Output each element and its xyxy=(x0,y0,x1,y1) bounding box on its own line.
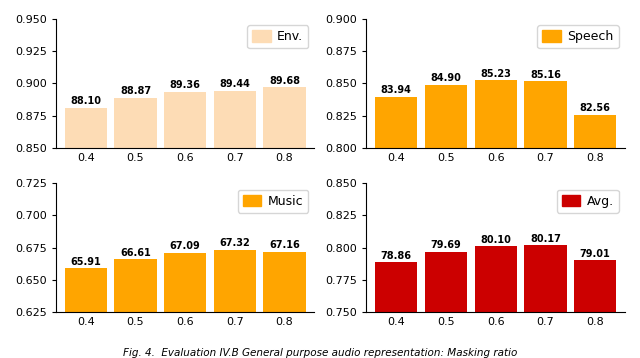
Text: 85.23: 85.23 xyxy=(480,69,511,79)
Bar xyxy=(214,250,256,358)
Bar xyxy=(264,252,306,358)
Text: 80.10: 80.10 xyxy=(480,235,511,245)
Bar xyxy=(65,268,107,358)
Text: 85.16: 85.16 xyxy=(530,70,561,80)
Legend: Speech: Speech xyxy=(538,25,619,48)
Text: 67.32: 67.32 xyxy=(220,238,250,248)
Text: 82.56: 82.56 xyxy=(580,103,611,113)
Text: 65.91: 65.91 xyxy=(70,257,101,267)
Bar xyxy=(375,262,417,358)
Text: 88.10: 88.10 xyxy=(70,96,101,106)
Bar xyxy=(164,92,206,358)
Text: 79.01: 79.01 xyxy=(580,249,611,259)
Bar xyxy=(574,115,616,358)
Text: 66.61: 66.61 xyxy=(120,248,151,257)
Bar xyxy=(475,81,517,358)
Bar xyxy=(574,260,616,358)
Bar xyxy=(375,97,417,358)
Text: Fig. 4.  Evaluation IV.B General purpose audio representation: Masking ratio: Fig. 4. Evaluation IV.B General purpose … xyxy=(123,348,517,358)
Text: 79.69: 79.69 xyxy=(431,240,461,250)
Bar xyxy=(164,253,206,358)
Text: 78.86: 78.86 xyxy=(381,251,412,261)
Bar xyxy=(214,91,256,358)
Text: 80.17: 80.17 xyxy=(530,234,561,244)
Text: 67.09: 67.09 xyxy=(170,241,200,251)
Legend: Avg.: Avg. xyxy=(557,189,619,213)
Text: 83.94: 83.94 xyxy=(381,86,412,96)
Text: 89.36: 89.36 xyxy=(170,80,200,90)
Bar xyxy=(524,81,566,358)
Bar xyxy=(264,87,306,358)
Text: 84.90: 84.90 xyxy=(431,73,461,83)
Text: 67.16: 67.16 xyxy=(269,241,300,251)
Legend: Music: Music xyxy=(237,189,308,213)
Bar xyxy=(115,259,157,358)
Text: 89.44: 89.44 xyxy=(220,79,250,89)
Bar xyxy=(475,246,517,358)
Bar xyxy=(425,252,467,358)
Bar xyxy=(524,246,566,358)
Bar xyxy=(425,84,467,358)
Bar xyxy=(65,108,107,358)
Text: 88.87: 88.87 xyxy=(120,86,151,96)
Bar xyxy=(115,98,157,358)
Legend: Env.: Env. xyxy=(247,25,308,48)
Text: 89.68: 89.68 xyxy=(269,76,300,86)
